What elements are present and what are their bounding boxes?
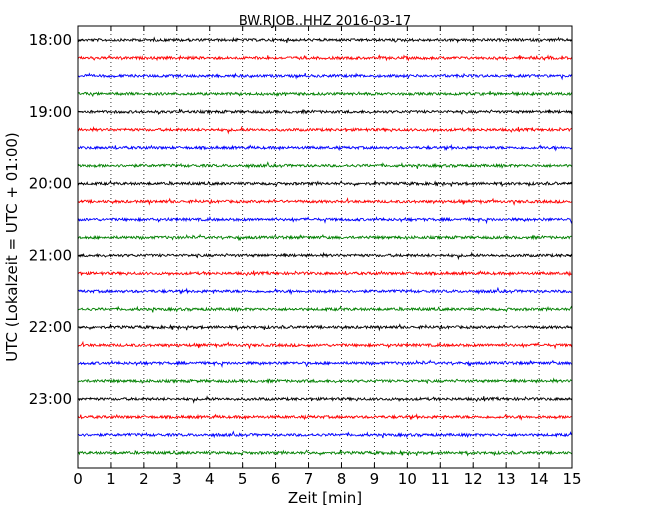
- trace-23:00: [77, 395, 573, 404]
- trace-23:30: [77, 430, 573, 439]
- trace-18:15: [77, 54, 573, 62]
- trace-20:30: [77, 216, 573, 225]
- x-tick-label: 11: [431, 470, 450, 488]
- y-tick-labels: 18:00 19:00 20:00 21:00 22:00 23:00: [29, 31, 72, 408]
- x-tick-label: 0: [73, 470, 83, 488]
- plot-frame: [77, 25, 573, 469]
- x-tick-label: 15: [562, 470, 581, 488]
- trace-lines: [77, 36, 573, 457]
- y-tick-label: 21:00: [29, 246, 72, 264]
- trace-21:00: [77, 251, 573, 261]
- trace-20:00: [77, 179, 573, 188]
- trace-21:45: [77, 305, 573, 313]
- trace-22:45: [77, 377, 573, 385]
- trace-19:45: [77, 161, 573, 170]
- grid-lines: [110, 26, 540, 468]
- chart-title: BW.RJOB..HHZ 2016-03-17: [239, 14, 411, 29]
- x-tick-label: 14: [530, 470, 549, 488]
- trace-19:15: [77, 125, 573, 135]
- x-tick-label: 6: [271, 470, 281, 488]
- trace-22:15: [77, 340, 573, 350]
- y-tick-label: 22:00: [29, 318, 72, 336]
- y-axis-title: UTC (Lokalzeit = UTC + 01:00): [3, 132, 21, 362]
- trace-21:15: [77, 270, 573, 277]
- x-tick-label: 5: [238, 470, 248, 488]
- y-tick-label: 20:00: [29, 175, 72, 193]
- trace-23:15: [77, 413, 573, 421]
- x-tick-label: 10: [398, 470, 417, 488]
- trace-20:15: [77, 197, 573, 206]
- x-tick-label: 12: [464, 470, 483, 488]
- x-tick-label: 1: [106, 470, 116, 488]
- x-tick-label: 7: [304, 470, 314, 488]
- trace-19:30: [77, 143, 573, 152]
- trace-18:45: [77, 90, 573, 98]
- x-tick-label: 13: [497, 470, 516, 488]
- trace-23:45: [77, 449, 573, 457]
- x-tick-labels: 0 1 2 3 4 5 6 7 8 9 10 11 12 13 14 15: [73, 470, 581, 488]
- x-tick-label: 3: [172, 470, 182, 488]
- trace-20:45: [77, 233, 573, 241]
- trace-18:00: [77, 36, 573, 44]
- x-tick-label: 8: [337, 470, 347, 488]
- trace-18:30: [77, 72, 573, 81]
- trace-22:30: [77, 359, 573, 369]
- x-axis-title: Zeit [min]: [288, 489, 362, 507]
- trace-22:00: [77, 323, 573, 332]
- axis-ticks: [77, 26, 573, 468]
- x-tick-label: 9: [370, 470, 380, 488]
- x-tick-label: 2: [139, 470, 149, 488]
- trace-19:00: [77, 108, 573, 116]
- x-tick-label: 4: [205, 470, 215, 488]
- y-tick-label: 19:00: [29, 103, 72, 121]
- y-tick-label: 18:00: [29, 31, 72, 49]
- y-tick-label: 23:00: [29, 390, 72, 408]
- trace-21:30: [77, 286, 573, 296]
